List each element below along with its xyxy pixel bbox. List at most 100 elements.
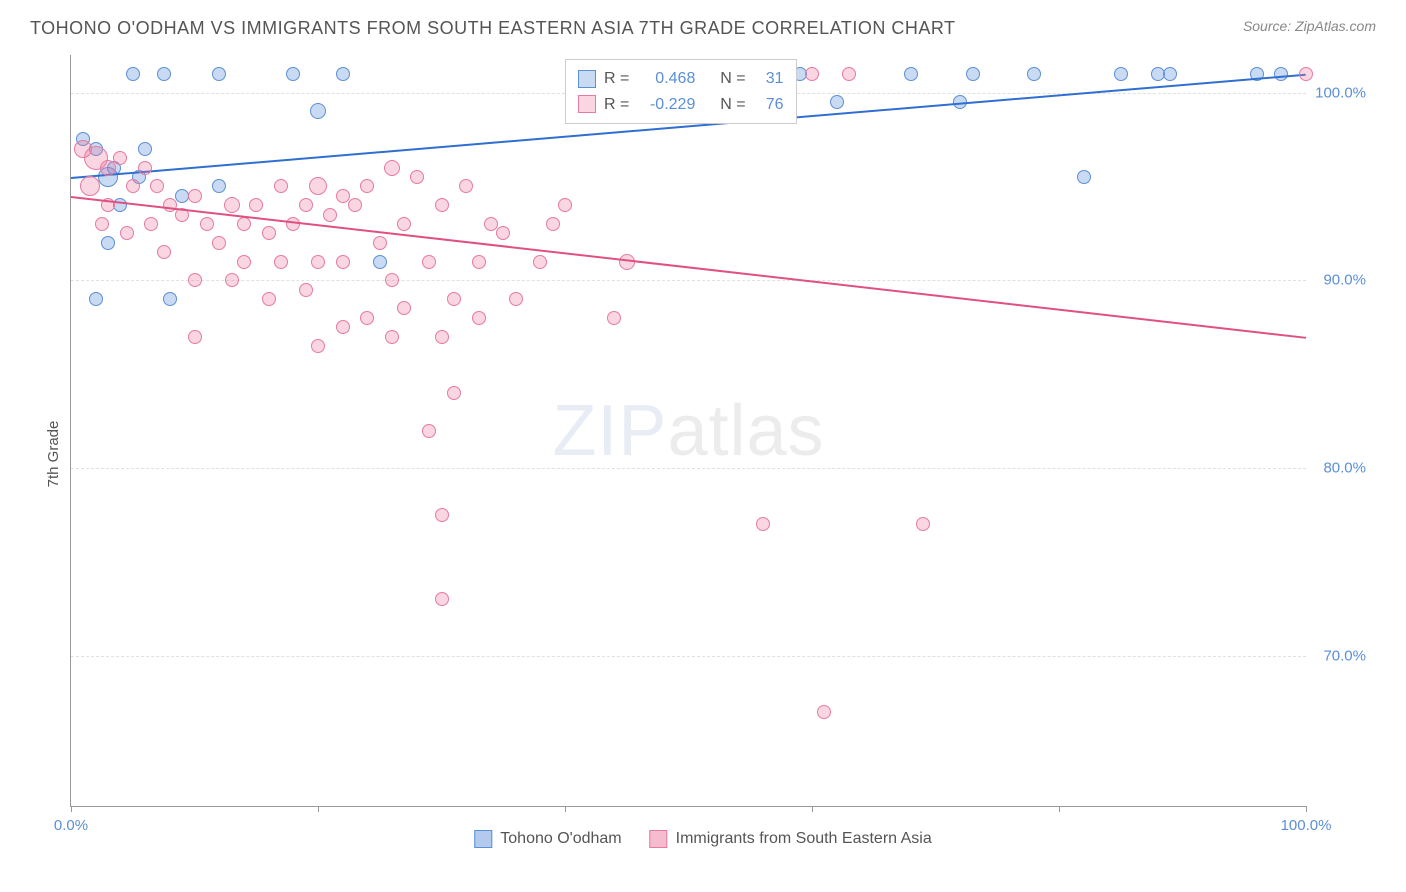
scatter-point [830,95,844,109]
x-tick-mark [565,806,566,812]
scatter-point [904,67,918,81]
scatter-point [323,208,337,222]
watermark-bold: ZIP [552,391,667,471]
scatter-point [157,245,171,259]
scatter-point [472,255,486,269]
scatter-point [336,189,350,203]
bottom-legend: Tohono O'odham Immigrants from South East… [474,830,931,848]
scatter-point [249,198,263,212]
gridline-h [71,280,1306,281]
scatter-point [274,255,288,269]
scatter-point [1077,170,1091,184]
scatter-point [410,170,424,184]
y-tick-label: 80.0% [1323,460,1366,477]
scatter-point [756,517,770,531]
legend-item: Immigrants from South Eastern Asia [650,830,932,848]
x-tick-mark [1306,806,1307,812]
chart-title: TOHONO O'ODHAM VS IMMIGRANTS FROM SOUTH … [30,18,956,39]
scatter-point [916,517,930,531]
n-label: N = [720,66,745,92]
scatter-point [385,330,399,344]
scatter-point [447,386,461,400]
scatter-point [126,67,140,81]
n-value: 31 [754,66,784,92]
scatter-point [237,217,251,231]
scatter-point [373,236,387,250]
trend-line [71,196,1306,339]
legend-swatch [578,95,596,113]
scatter-point [397,301,411,315]
legend-swatch [650,830,668,848]
scatter-point [1274,67,1288,81]
scatter-point [138,161,152,175]
chart-container: 7th Grade ZIPatlas 70.0%80.0%90.0%100.0%… [30,55,1376,852]
scatter-point [224,197,240,213]
scatter-point [805,67,819,81]
x-tick-mark [318,806,319,812]
scatter-point [138,142,152,156]
y-axis-label: 7th Grade [45,420,62,487]
scatter-point [817,705,831,719]
scatter-point [274,179,288,193]
scatter-point [262,292,276,306]
scatter-point [113,151,127,165]
scatter-point [101,236,115,250]
scatter-point [188,273,202,287]
watermark-thin: atlas [667,391,824,471]
scatter-point [459,179,473,193]
source-attribution: Source: ZipAtlas.com [1243,18,1376,34]
plot-area: ZIPatlas 70.0%80.0%90.0%100.0%0.0%100.0%… [70,55,1306,807]
n-value: 76 [754,92,784,118]
scatter-point [157,67,171,81]
scatter-point [607,311,621,325]
scatter-point [472,311,486,325]
scatter-point [546,217,560,231]
scatter-point [310,103,326,119]
scatter-point [80,176,100,196]
scatter-point [1114,67,1128,81]
scatter-point [1163,67,1177,81]
stats-legend-row: R =0.468 N =31 [578,66,784,92]
watermark: ZIPatlas [552,390,824,472]
scatter-point [348,198,362,212]
x-tick-mark [1059,806,1060,812]
scatter-point [1027,67,1041,81]
scatter-point [435,330,449,344]
scatter-point [309,177,327,195]
scatter-point [89,292,103,306]
legend-label: Immigrants from South Eastern Asia [676,830,932,848]
r-value: -0.229 [637,92,695,118]
scatter-point [311,339,325,353]
scatter-point [360,179,374,193]
scatter-point [966,67,980,81]
r-label: R = [604,92,629,118]
legend-label: Tohono O'odham [500,830,621,848]
scatter-point [496,226,510,240]
scatter-point [842,67,856,81]
gridline-h [71,656,1306,657]
stats-legend: R =0.468 N =31R =-0.229 N =76 [565,59,797,124]
scatter-point [336,67,350,81]
scatter-point [435,508,449,522]
scatter-point [360,311,374,325]
scatter-point [311,255,325,269]
scatter-point [336,255,350,269]
x-tick-mark [812,806,813,812]
scatter-point [299,283,313,297]
legend-swatch [578,70,596,88]
scatter-point [120,226,134,240]
scatter-point [422,424,436,438]
scatter-point [237,255,251,269]
scatter-point [509,292,523,306]
scatter-point [262,226,276,240]
gridline-h [71,468,1306,469]
scatter-point [422,255,436,269]
r-value: 0.468 [637,66,695,92]
scatter-point [212,67,226,81]
scatter-point [1299,67,1313,81]
x-tick-label: 0.0% [54,817,88,834]
scatter-point [163,198,177,212]
legend-item: Tohono O'odham [474,830,621,848]
scatter-point [533,255,547,269]
y-tick-label: 90.0% [1323,272,1366,289]
